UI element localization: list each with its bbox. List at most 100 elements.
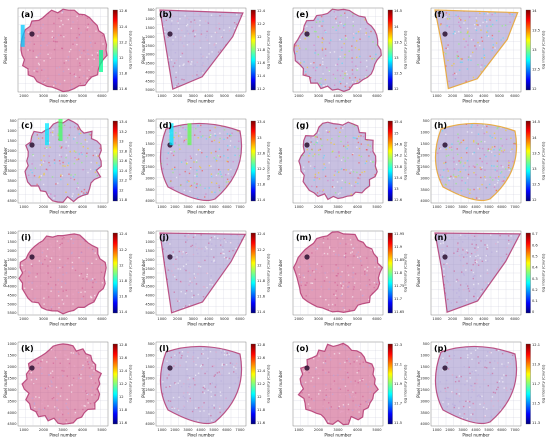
colorbar-tick-label: 12.2	[257, 167, 265, 171]
x-tick-label: 3000	[458, 428, 468, 432]
x-tick-label: 6000	[97, 94, 107, 98]
x-tick-label: 3000	[183, 428, 193, 432]
x-tick-label: 2000	[294, 94, 304, 98]
colorbar-tick-label: 12	[119, 189, 124, 193]
x-tick-label: 5000	[494, 317, 504, 321]
colorbar-tick-label: 11.9	[394, 245, 403, 249]
y-tick-label: 3500	[7, 399, 17, 403]
x-tick-label: 6000	[235, 94, 245, 98]
panel-m: (m) 2000 3000 4000 5000 6000 Pixel number Pixel…	[275, 223, 413, 334]
y-tick-label: 2000	[420, 376, 430, 380]
colorbar-tick-label: 12.3	[394, 343, 402, 347]
y-axis-label: Pixel number	[278, 36, 283, 64]
y-tick-label: 5000	[145, 88, 155, 92]
colorbar-tick-label: 11.7	[532, 382, 540, 386]
y-tick-label: 5000	[7, 302, 17, 306]
y-tick-label: 1500	[420, 142, 430, 146]
colorbar-tick-label: 12.2	[119, 382, 127, 386]
panel-label: (l)	[159, 344, 169, 353]
x-tick-label: 1000	[157, 428, 167, 432]
y-tick-label: 1500	[420, 365, 430, 369]
colorbar-tick-label: 12	[532, 87, 537, 91]
colorbar-tick-label: 11.8	[394, 271, 403, 275]
panel-label: (e)	[296, 10, 309, 19]
colorbar	[387, 121, 393, 202]
colorbar-title: log intensity (Counts)	[129, 141, 133, 180]
x-tick-label: 2000	[445, 205, 455, 209]
colorbar-tick-label: 11.9	[394, 382, 403, 386]
x-tick-label: 4000	[204, 317, 214, 321]
panel-svg-b: (b) 1000 2000 3000 4000 5000 6000 500 1000 1500 20…	[141, 7, 270, 104]
y-tick-label: 4000	[420, 199, 430, 203]
y-axis-label: Pixel number	[416, 147, 421, 175]
x-tick-label: 4000	[479, 317, 489, 321]
y-axis-label: Pixel number	[3, 147, 8, 175]
y-axis-label: Pixel number	[141, 259, 146, 287]
y-tick-label: 2000	[7, 248, 17, 252]
y-tick-label: 500	[147, 8, 155, 12]
y-axis-label: Pixel number	[3, 36, 8, 64]
colorbar-tick-label: 13.5	[394, 40, 402, 44]
panel-svg-h: (h)1000 2000 3000 4000 5000 6000 7000500100015…	[416, 119, 545, 215]
hotspot-mark	[304, 142, 310, 148]
panel-a: (a) 2000 3000 4000 5000 6000 Pixel number Pixel…	[0, 0, 138, 111]
y-tick-label: 4000	[145, 199, 155, 203]
x-tick-label: 6000	[222, 205, 232, 209]
colorbar	[250, 343, 256, 424]
x-axis-label: Pixel number	[49, 210, 77, 215]
x-axis-label: Pixel number	[187, 432, 215, 437]
colorbar-tick-label: 11.8	[119, 408, 128, 412]
panel-f: (f) 1000 2000 3000 4000 5000 6000 Pixel number P…	[413, 0, 550, 111]
x-tick-label: 2000	[173, 317, 183, 321]
y-tick-label: 4000	[145, 293, 155, 297]
panel-c: (c) 1000 2000 3000 4000 5000 500 1000 1500 2000 25…	[0, 111, 138, 222]
y-axis-label: Pixel number	[278, 147, 283, 175]
x-tick-label: 5000	[78, 317, 88, 321]
hotspot-mark	[29, 253, 35, 260]
colorbar-tick-label: 0.4	[532, 265, 538, 269]
panel-svg-p: (p)1000 2000 3000 4000 5000 6000 7000500100015…	[416, 341, 545, 437]
x-tick-label: 6000	[510, 317, 520, 321]
x-tick-label: 1000	[432, 428, 442, 432]
colorbar-tick-label: 14.5	[394, 9, 402, 13]
panel-o: (o) 1000 2000 3000 4000 5000 Pixel number Pixel…	[275, 334, 413, 445]
colorbar	[525, 343, 531, 424]
colorbar	[250, 121, 256, 202]
colorbar-tick-label: 11.4	[257, 198, 266, 202]
x-tick-label: 4000	[78, 205, 88, 209]
colorbar-tick-label: 0.2	[532, 287, 538, 291]
x-tick-label: 1000	[432, 317, 442, 321]
colorbar-tick-label: 0	[532, 310, 535, 314]
colorbar	[387, 232, 393, 313]
x-tick-label: 1000	[19, 205, 29, 209]
y-tick-label: 4500	[145, 79, 155, 83]
y-tick-label: 3500	[420, 188, 430, 192]
y-tick-label: 3000	[145, 177, 155, 181]
x-tick-label: 1000	[294, 205, 304, 209]
y-tick-label: 1000	[420, 353, 430, 357]
y-axis-label: Pixel number	[141, 370, 146, 398]
x-tick-label: 3000	[314, 94, 324, 98]
hotspot-mark	[29, 142, 35, 148]
y-tick-label: 1500	[7, 240, 17, 244]
x-tick-label: 7000	[235, 205, 245, 209]
x-tick-label: 5000	[209, 205, 219, 209]
panel-svg-i: (i) 2000 3000 4000 5000 6000 1000 1500 2000 2500 3…	[3, 230, 133, 326]
y-tick-label: 3000	[145, 53, 155, 57]
colorbar-tick-label: 13	[394, 187, 399, 191]
panel-svg-j: (j) 1000 2000 3000 4000 5000 6000 500 1000 1500 20…	[141, 230, 270, 326]
x-tick-label: 3000	[58, 428, 68, 432]
colorbar-tick-label: 12.6	[394, 198, 403, 202]
colorbar-tick-label: 11.5	[532, 401, 540, 405]
colorbar-tick-label: 11.8	[257, 48, 266, 52]
y-tick-label: 1000	[7, 129, 17, 133]
panel-svg-k: (k) 1000 2000 3000 4000 5000 1000 1500 2000 2500 3…	[3, 341, 133, 437]
hotspot-mark	[29, 365, 35, 371]
panel-svg-n: (n) 1000 2000 3000 4000 5000 6000 Pixel number P…	[416, 230, 545, 326]
x-tick-label: 3000	[333, 428, 343, 432]
y-tick-label: 3000	[7, 169, 17, 173]
colorbar-tick-label: 0.7	[532, 232, 538, 236]
hotspot-mark	[441, 365, 448, 371]
colorbar-tick-label: 12.8	[257, 343, 266, 347]
y-axis-label: Pixel number	[141, 36, 146, 64]
